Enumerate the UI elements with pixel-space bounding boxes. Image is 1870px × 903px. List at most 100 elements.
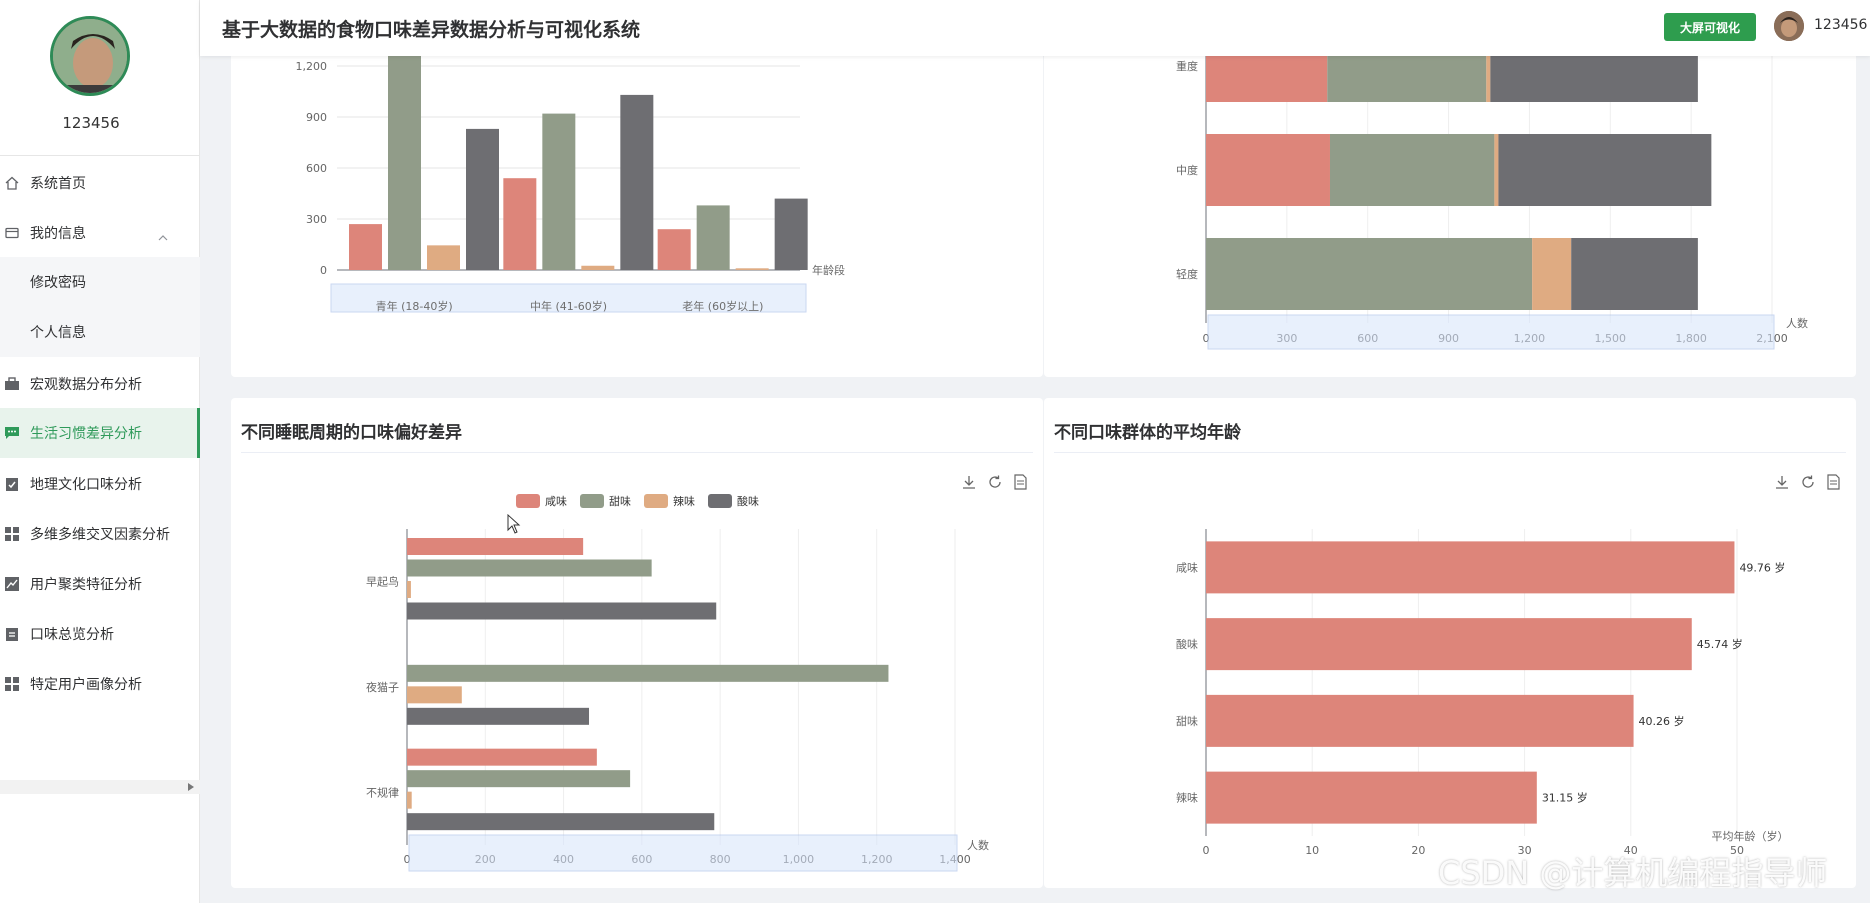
home-icon — [4, 175, 20, 191]
x-axis-label: 年龄段 — [812, 263, 845, 277]
bar-酸味 — [1498, 134, 1712, 206]
sidebar-item-cross-factor[interactable]: 多维多维交叉因素分析 — [0, 509, 200, 559]
bar-辣味 — [427, 245, 460, 270]
bar-咸味 — [657, 229, 691, 270]
sidebar-item-personal-info[interactable]: 个人信息 — [0, 307, 200, 357]
chart-toolbox — [1774, 474, 1840, 494]
sidebar-item-label: 我的信息 — [30, 226, 86, 242]
y-tick-label: 咸味 — [1176, 561, 1198, 574]
legend-swatch — [644, 494, 668, 508]
y-tick-label: 早起鸟 — [366, 575, 399, 589]
legend-label: 酸味 — [737, 494, 759, 508]
bar-咸味 — [407, 748, 597, 766]
bar-辣味 — [407, 791, 412, 809]
sidebar-item-cluster[interactable]: 用户聚类特征分析 — [0, 559, 200, 609]
data-view-icon[interactable] — [1013, 474, 1027, 494]
header-avatar[interactable] — [1774, 11, 1804, 41]
bar-甜味 — [1329, 134, 1495, 206]
header-username[interactable]: 123456 — [1814, 17, 1868, 33]
bar-酸味 — [407, 602, 717, 620]
top-bar: 基于大数据的食物口味差异数据分析与可视化系统 大屏可视化 123456 — [200, 0, 1870, 56]
data-label: 31.15 岁 — [1542, 791, 1588, 805]
watermark: CSDN @计算机编程指导师 — [1438, 854, 1828, 892]
data-label: 45.74 岁 — [1697, 637, 1743, 651]
clipboard-icon — [4, 626, 20, 642]
x-tick-label: 老年 (60岁以上) — [682, 299, 763, 313]
legend-label: 辣味 — [673, 494, 695, 508]
card-avg-age-chart: 不同口味群体的平均年龄 0 10 20 30 40 50 49.76 岁 咸味 45.74 岁 酸… — [1044, 398, 1856, 888]
sidebar-item-label: 多维多维交叉因素分析 — [30, 527, 170, 543]
bar-avg-age — [1206, 694, 1634, 747]
data-view-icon[interactable] — [1826, 474, 1840, 494]
legend-swatch — [516, 494, 540, 508]
y-tick-label: 中度 — [1176, 163, 1198, 177]
sidebar-item-label: 口味总览分析 — [30, 627, 114, 643]
refresh-icon[interactable] — [1800, 474, 1816, 494]
sidebar-item-change-password[interactable]: 修改密码 — [0, 257, 200, 307]
card-divider — [241, 452, 1033, 453]
sidebar-item-lifestyle-analysis[interactable]: 生活习惯差异分析 — [0, 408, 200, 458]
sidebar-item-label: 地理文化口味分析 — [30, 477, 142, 493]
card-title: 不同口味群体的平均年龄 — [1054, 423, 1241, 443]
chevron-up-icon[interactable] — [158, 229, 168, 245]
x-tick-label: 中年 (41-60岁) — [530, 299, 607, 313]
x-tick-label: 20 — [1411, 844, 1425, 857]
sidebar-item-geo-culture[interactable]: 地理文化口味分析 — [0, 459, 200, 509]
age-group-bar-chart: 0 300 600 900 1,200 青年 (18-40岁) 中年 (41-60岁) 老年 … — [296, 43, 845, 313]
sidebar-divider — [0, 155, 200, 156]
card-title: 不同睡眠周期的口味偏好差异 — [241, 423, 462, 443]
legend-label: 咸味 — [545, 495, 567, 508]
legend-label: 甜味 — [609, 495, 631, 508]
sidebar-scrollbar[interactable] — [0, 780, 200, 794]
y-tick-label: 300 — [306, 213, 327, 226]
bar-甜味 — [1206, 238, 1533, 310]
bar-辣味 — [735, 268, 769, 270]
sidebar-item-macro-analysis[interactable]: 宏观数据分布分析 — [0, 359, 200, 409]
bar-酸味 — [407, 707, 590, 725]
bar-辣味 — [407, 581, 411, 598]
bar-辣味 — [1494, 134, 1499, 206]
download-icon[interactable] — [961, 474, 977, 494]
sidebar-item-user-profile[interactable]: 特定用户画像分析 — [0, 659, 200, 709]
page-title: 基于大数据的食物口味差异数据分析与可视化系统 — [222, 19, 641, 41]
y-tick-label: 夜猫子 — [366, 680, 399, 694]
sidebar-item-label: 生活习惯差异分析 — [30, 426, 142, 442]
refresh-icon[interactable] — [987, 474, 1003, 494]
bar-辣味 — [1486, 30, 1491, 102]
bar-酸味 — [620, 94, 654, 271]
zoom-slider — [408, 834, 958, 872]
bar-酸味 — [774, 198, 808, 270]
sidebar-item-label: 用户聚类特征分析 — [30, 577, 142, 593]
bar-咸味 — [349, 224, 382, 270]
y-tick-label: 900 — [306, 111, 327, 124]
card-divider — [1054, 452, 1846, 453]
y-tick-label: 重度 — [1176, 59, 1198, 73]
card-icon — [4, 225, 20, 241]
y-tick-label: 0 — [320, 264, 327, 277]
bar-avg-age — [1206, 541, 1735, 594]
sidebar-item-my-info[interactable]: 我的信息 — [0, 209, 200, 257]
bar-avg-age — [1206, 771, 1537, 824]
bar-甜味 — [407, 770, 631, 788]
big-screen-button[interactable]: 大屏可视化 — [1664, 13, 1756, 41]
grid-icon — [4, 526, 20, 542]
sidebar-item-home[interactable]: 系统首页 — [0, 159, 200, 207]
x-tick-label: 0 — [404, 853, 411, 866]
bar-辣味 — [581, 265, 615, 270]
bar-辣味 — [1532, 238, 1572, 310]
mouse-cursor-icon — [507, 513, 521, 538]
grid-icon — [4, 676, 20, 692]
sidebar-item-label: 修改密码 — [30, 275, 86, 291]
bar-甜味 — [542, 113, 576, 270]
sidebar-item-taste-overview[interactable]: 口味总览分析 — [0, 609, 200, 659]
scroll-right-arrow-icon[interactable] — [188, 783, 194, 791]
bar-avg-age — [1206, 618, 1692, 671]
x-axis-label: 人数 — [1786, 317, 1808, 330]
sidebar-username: 123456 — [62, 114, 120, 132]
avatar[interactable] — [50, 16, 130, 96]
download-icon[interactable] — [1774, 474, 1790, 494]
y-tick-label: 600 — [306, 162, 327, 175]
legend-swatch — [580, 494, 604, 508]
